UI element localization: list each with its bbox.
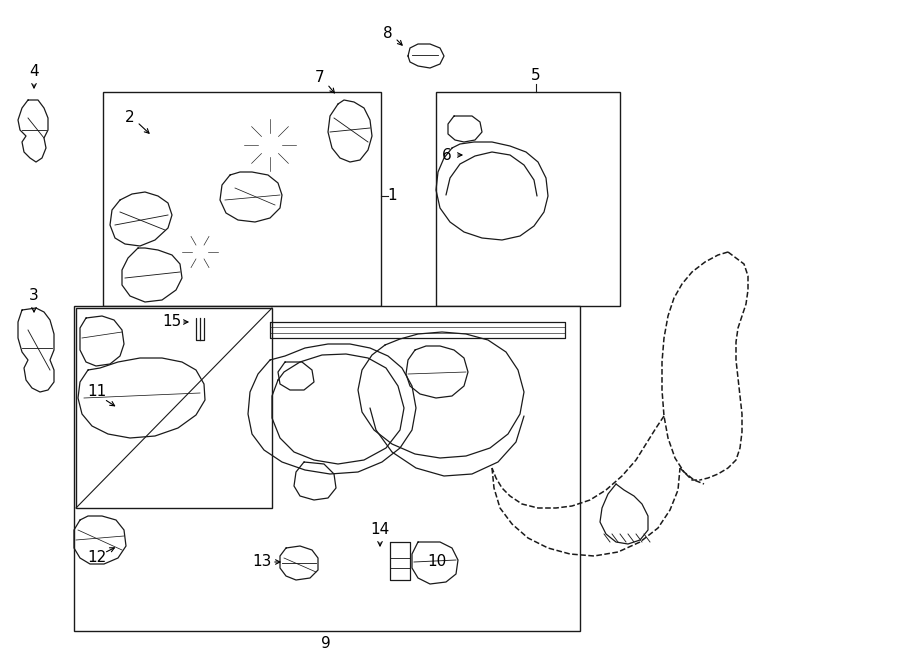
- Text: 9: 9: [321, 637, 331, 652]
- Text: 2: 2: [125, 110, 135, 124]
- Text: 11: 11: [87, 385, 106, 399]
- Text: 12: 12: [87, 551, 106, 566]
- Text: 3: 3: [29, 288, 39, 303]
- Text: 6: 6: [442, 147, 452, 163]
- Text: 5: 5: [531, 69, 541, 83]
- Bar: [103, 92, 381, 306]
- Text: 1: 1: [387, 188, 397, 204]
- Bar: [436, 92, 620, 306]
- Text: 4: 4: [29, 65, 39, 79]
- Text: 14: 14: [371, 522, 390, 537]
- Text: 15: 15: [162, 315, 182, 329]
- Text: 13: 13: [252, 555, 272, 570]
- Bar: [76, 308, 272, 508]
- Bar: [74, 306, 580, 631]
- Text: 8: 8: [383, 26, 392, 40]
- Text: 10: 10: [428, 555, 446, 570]
- Text: 7: 7: [315, 71, 325, 85]
